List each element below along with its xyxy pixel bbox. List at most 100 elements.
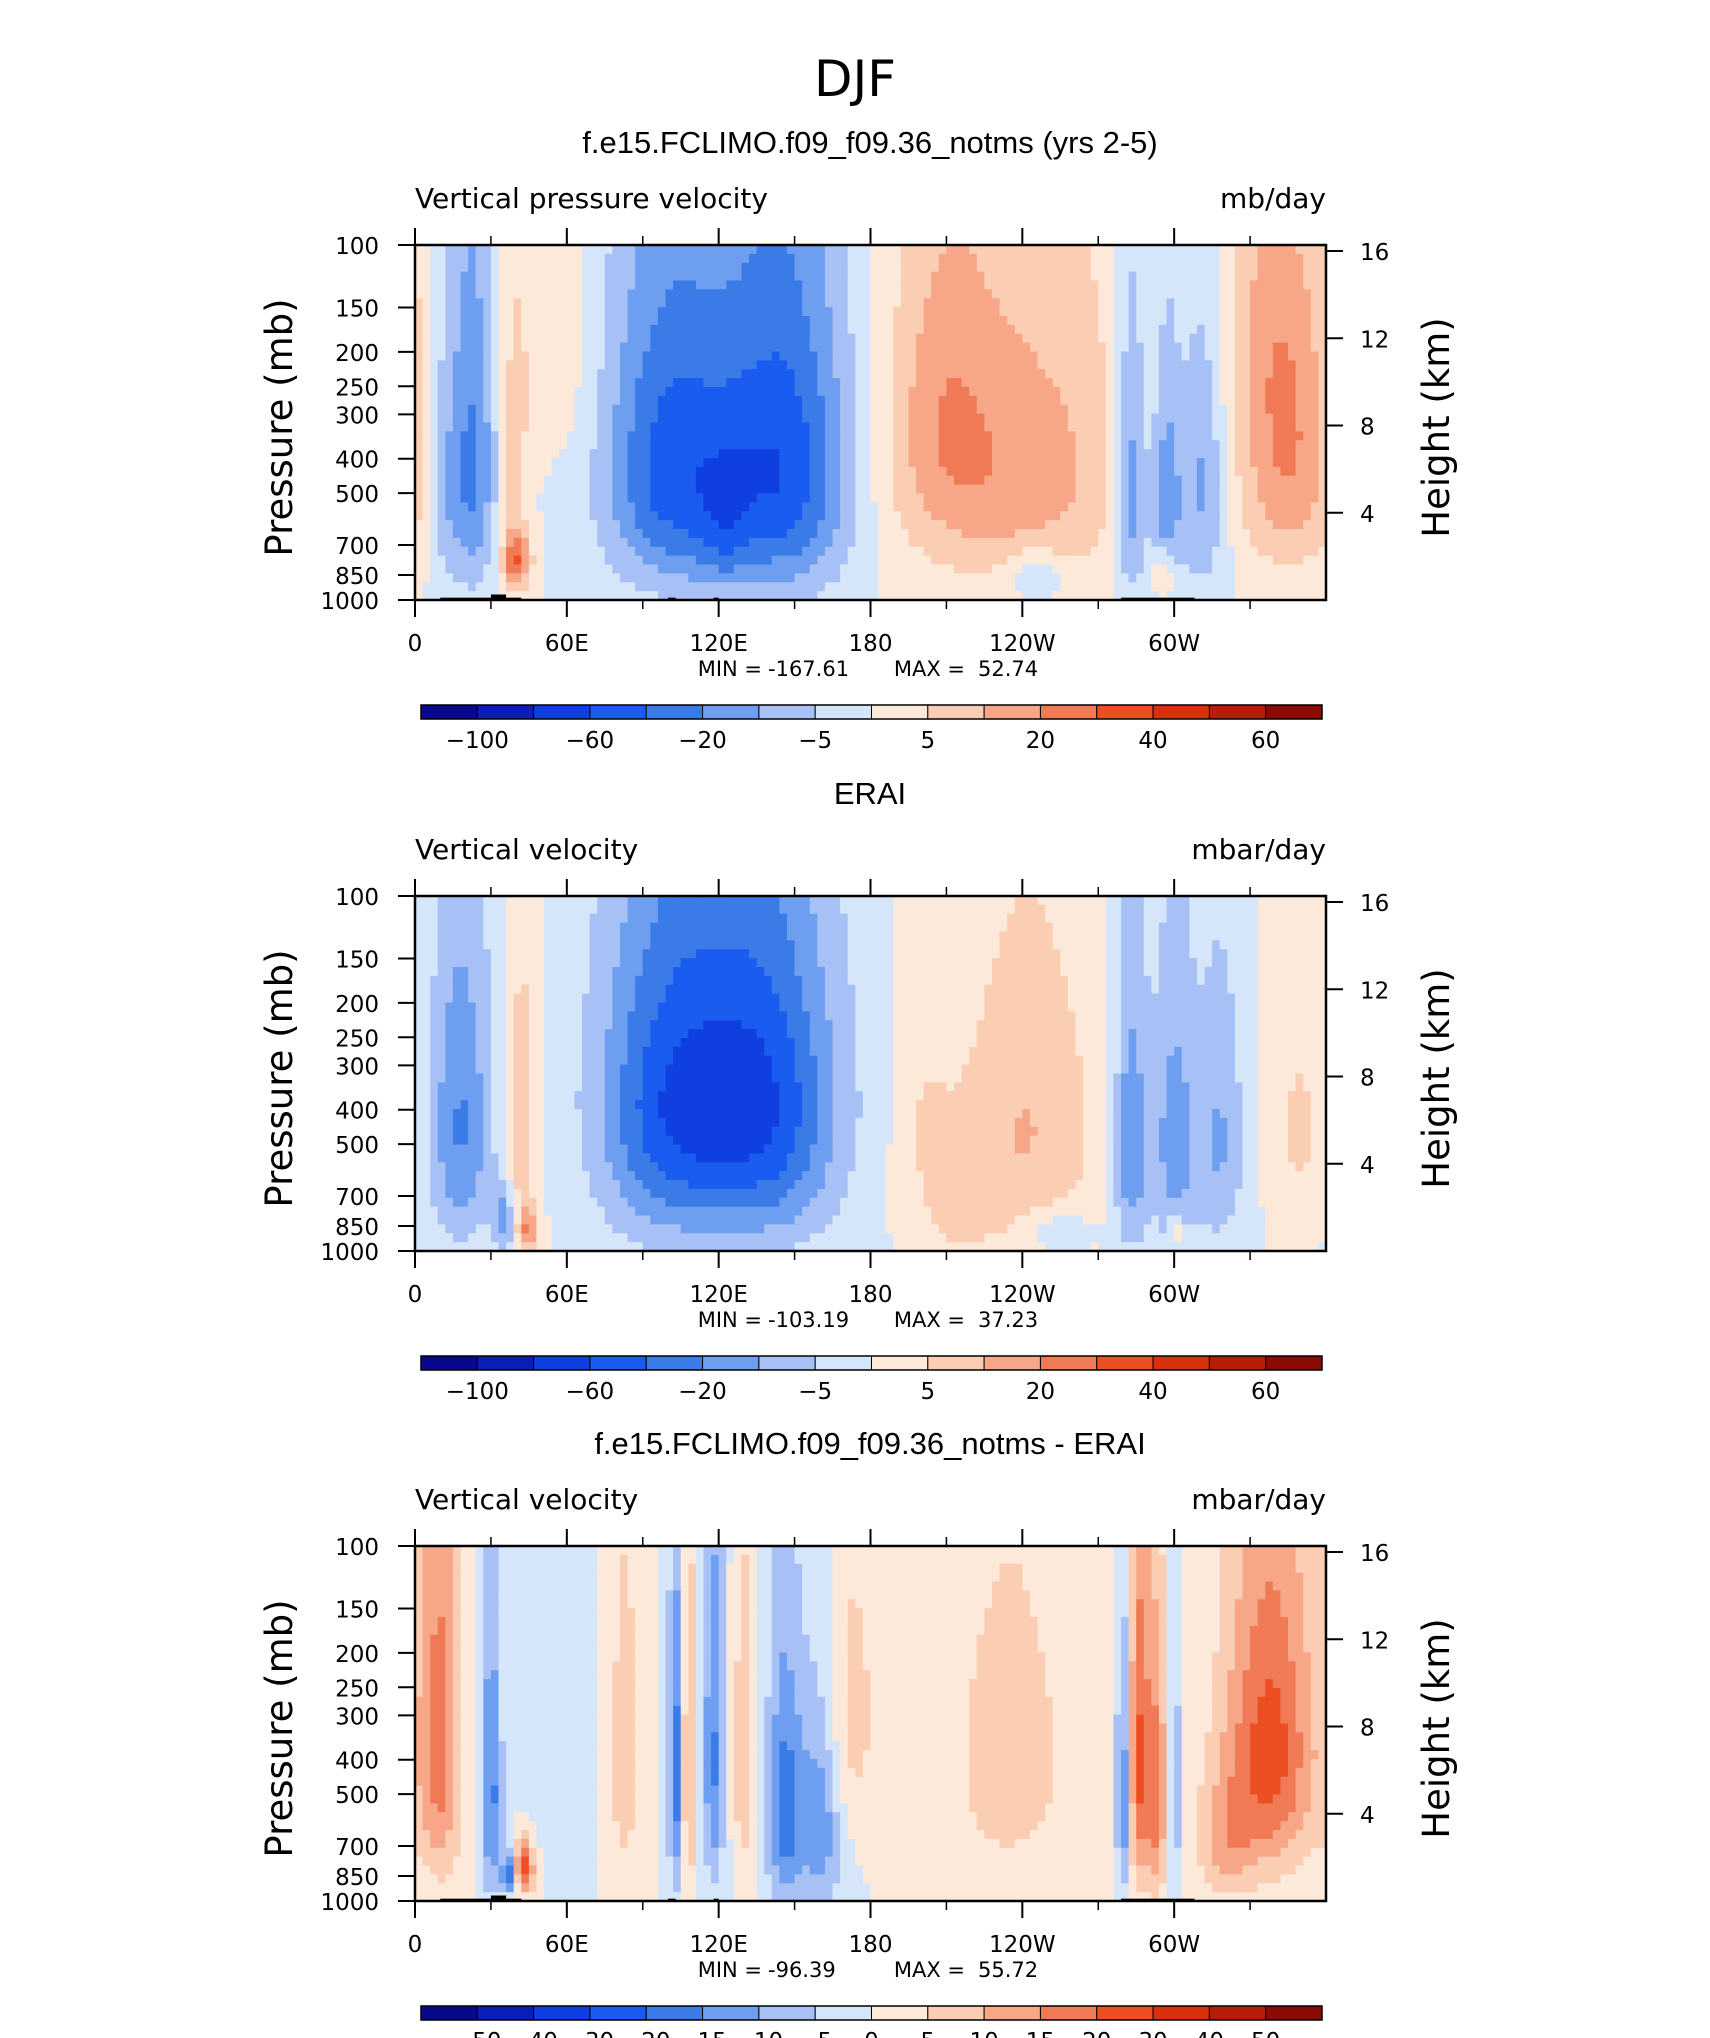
heatmap-cell — [452, 466, 462, 477]
heatmap-cell — [999, 378, 1008, 388]
heatmap-cell — [1158, 546, 1168, 557]
colorbar-label: 5 — [920, 728, 935, 754]
heatmap-cell — [1181, 537, 1190, 548]
heatmap-cell — [1272, 431, 1282, 441]
heatmap-cell — [862, 307, 872, 317]
heatmap-cell — [1295, 395, 1304, 406]
heatmap-cell — [726, 298, 735, 308]
heatmap-cell — [680, 520, 689, 530]
heatmap-cell — [1075, 395, 1084, 406]
heatmap-cell — [597, 537, 606, 548]
heatmap-cell — [749, 564, 758, 574]
heatmap-cell — [468, 387, 477, 397]
heatmap-cell — [1098, 484, 1107, 495]
heatmap-cell — [1212, 245, 1221, 255]
heatmap-cell — [483, 449, 492, 459]
heatmap-cell — [1295, 351, 1304, 361]
heatmap-cell — [786, 573, 796, 583]
heatmap-cell — [635, 289, 644, 299]
heatmap-cell — [878, 395, 887, 406]
heatmap-cell — [900, 537, 910, 548]
heatmap-cell — [779, 591, 788, 601]
heatmap-cell — [574, 484, 583, 495]
heatmap-cell — [878, 582, 887, 592]
heatmap-cell — [870, 555, 879, 566]
right-corner-label: mbar/day — [1191, 833, 1326, 866]
heatmap-cell — [627, 307, 636, 317]
heatmap-cell — [862, 316, 872, 326]
heatmap-cell — [802, 387, 811, 397]
heatmap-cell — [1166, 520, 1175, 530]
heatmap-cell — [460, 360, 469, 370]
heatmap-cell — [786, 511, 796, 521]
heatmap-cell — [961, 431, 970, 441]
heatmap-cell — [1280, 395, 1289, 406]
heatmap-cell — [1250, 555, 1259, 566]
heatmap-cell — [741, 298, 750, 308]
longitude-tick-label: 120W — [989, 631, 1056, 657]
heatmap-cell — [559, 573, 568, 583]
heatmap-cell — [870, 307, 879, 317]
heatmap-cell — [870, 324, 879, 335]
heatmap-cell — [749, 271, 758, 282]
heatmap-cell — [544, 378, 553, 388]
heatmap-cell — [733, 413, 743, 424]
heatmap-cell — [991, 546, 1001, 557]
heatmap-cell — [1174, 289, 1183, 299]
heatmap-cell — [642, 546, 651, 557]
heatmap-cell — [1105, 466, 1115, 477]
heatmap-cell — [695, 502, 705, 512]
heatmap-cell — [582, 466, 591, 477]
heatmap-cell — [1052, 342, 1061, 353]
heatmap-cell — [733, 484, 743, 495]
heatmap-cell — [1143, 537, 1152, 548]
heatmap-cell — [954, 475, 963, 486]
heatmap-cell — [1067, 262, 1077, 273]
heatmap-cell — [559, 369, 568, 379]
heatmap-cell — [1212, 262, 1221, 273]
heatmap-cell — [566, 289, 576, 299]
heatmap-cell — [635, 484, 644, 495]
heatmap-cell — [506, 307, 515, 317]
heatmap-cell — [695, 280, 705, 290]
heatmap-cell — [1310, 591, 1320, 601]
heatmap-cell — [521, 289, 530, 299]
heatmap-cell — [460, 253, 469, 264]
heatmap-cell — [597, 351, 606, 361]
heatmap-cell — [673, 351, 682, 361]
heatmap-cell — [938, 537, 948, 548]
heatmap-cell — [695, 271, 705, 282]
heatmap-cell — [1288, 360, 1297, 370]
heatmap-cell — [559, 360, 568, 370]
heatmap-cell — [1158, 413, 1168, 424]
heatmap-cell — [688, 449, 697, 459]
heatmap-cell — [528, 262, 538, 273]
heatmap-cell — [779, 573, 788, 583]
heatmap-cell — [642, 289, 651, 299]
heatmap-cell — [422, 1126, 431, 1137]
heatmap-cell — [635, 298, 644, 308]
heatmap-cell — [779, 271, 788, 282]
colorbar-label: −60 — [566, 728, 615, 754]
heatmap-cell — [1083, 449, 1092, 459]
heatmap-cell — [695, 351, 705, 361]
heatmap-cell — [923, 546, 932, 557]
heatmap-cell — [1060, 271, 1069, 282]
heatmap-cell — [695, 591, 705, 601]
heatmap-cell — [802, 431, 811, 441]
heatmap-cell — [1113, 387, 1122, 397]
heatmap-cell — [840, 413, 849, 424]
heatmap-cell — [566, 262, 576, 273]
heatmap-cell — [1045, 502, 1054, 512]
heatmap-cell — [1121, 262, 1130, 273]
heatmap-cell — [870, 591, 879, 601]
heatmap-cell — [1007, 298, 1016, 308]
heatmap-cell — [824, 573, 834, 583]
heatmap-cell — [1022, 245, 1031, 255]
heatmap-cell — [1280, 280, 1289, 290]
heatmap-cell — [1045, 307, 1054, 317]
heatmap-cell — [597, 493, 606, 503]
heatmap-cell — [665, 413, 674, 424]
heatmap-cell — [870, 298, 879, 308]
heatmap-cell — [900, 502, 910, 512]
